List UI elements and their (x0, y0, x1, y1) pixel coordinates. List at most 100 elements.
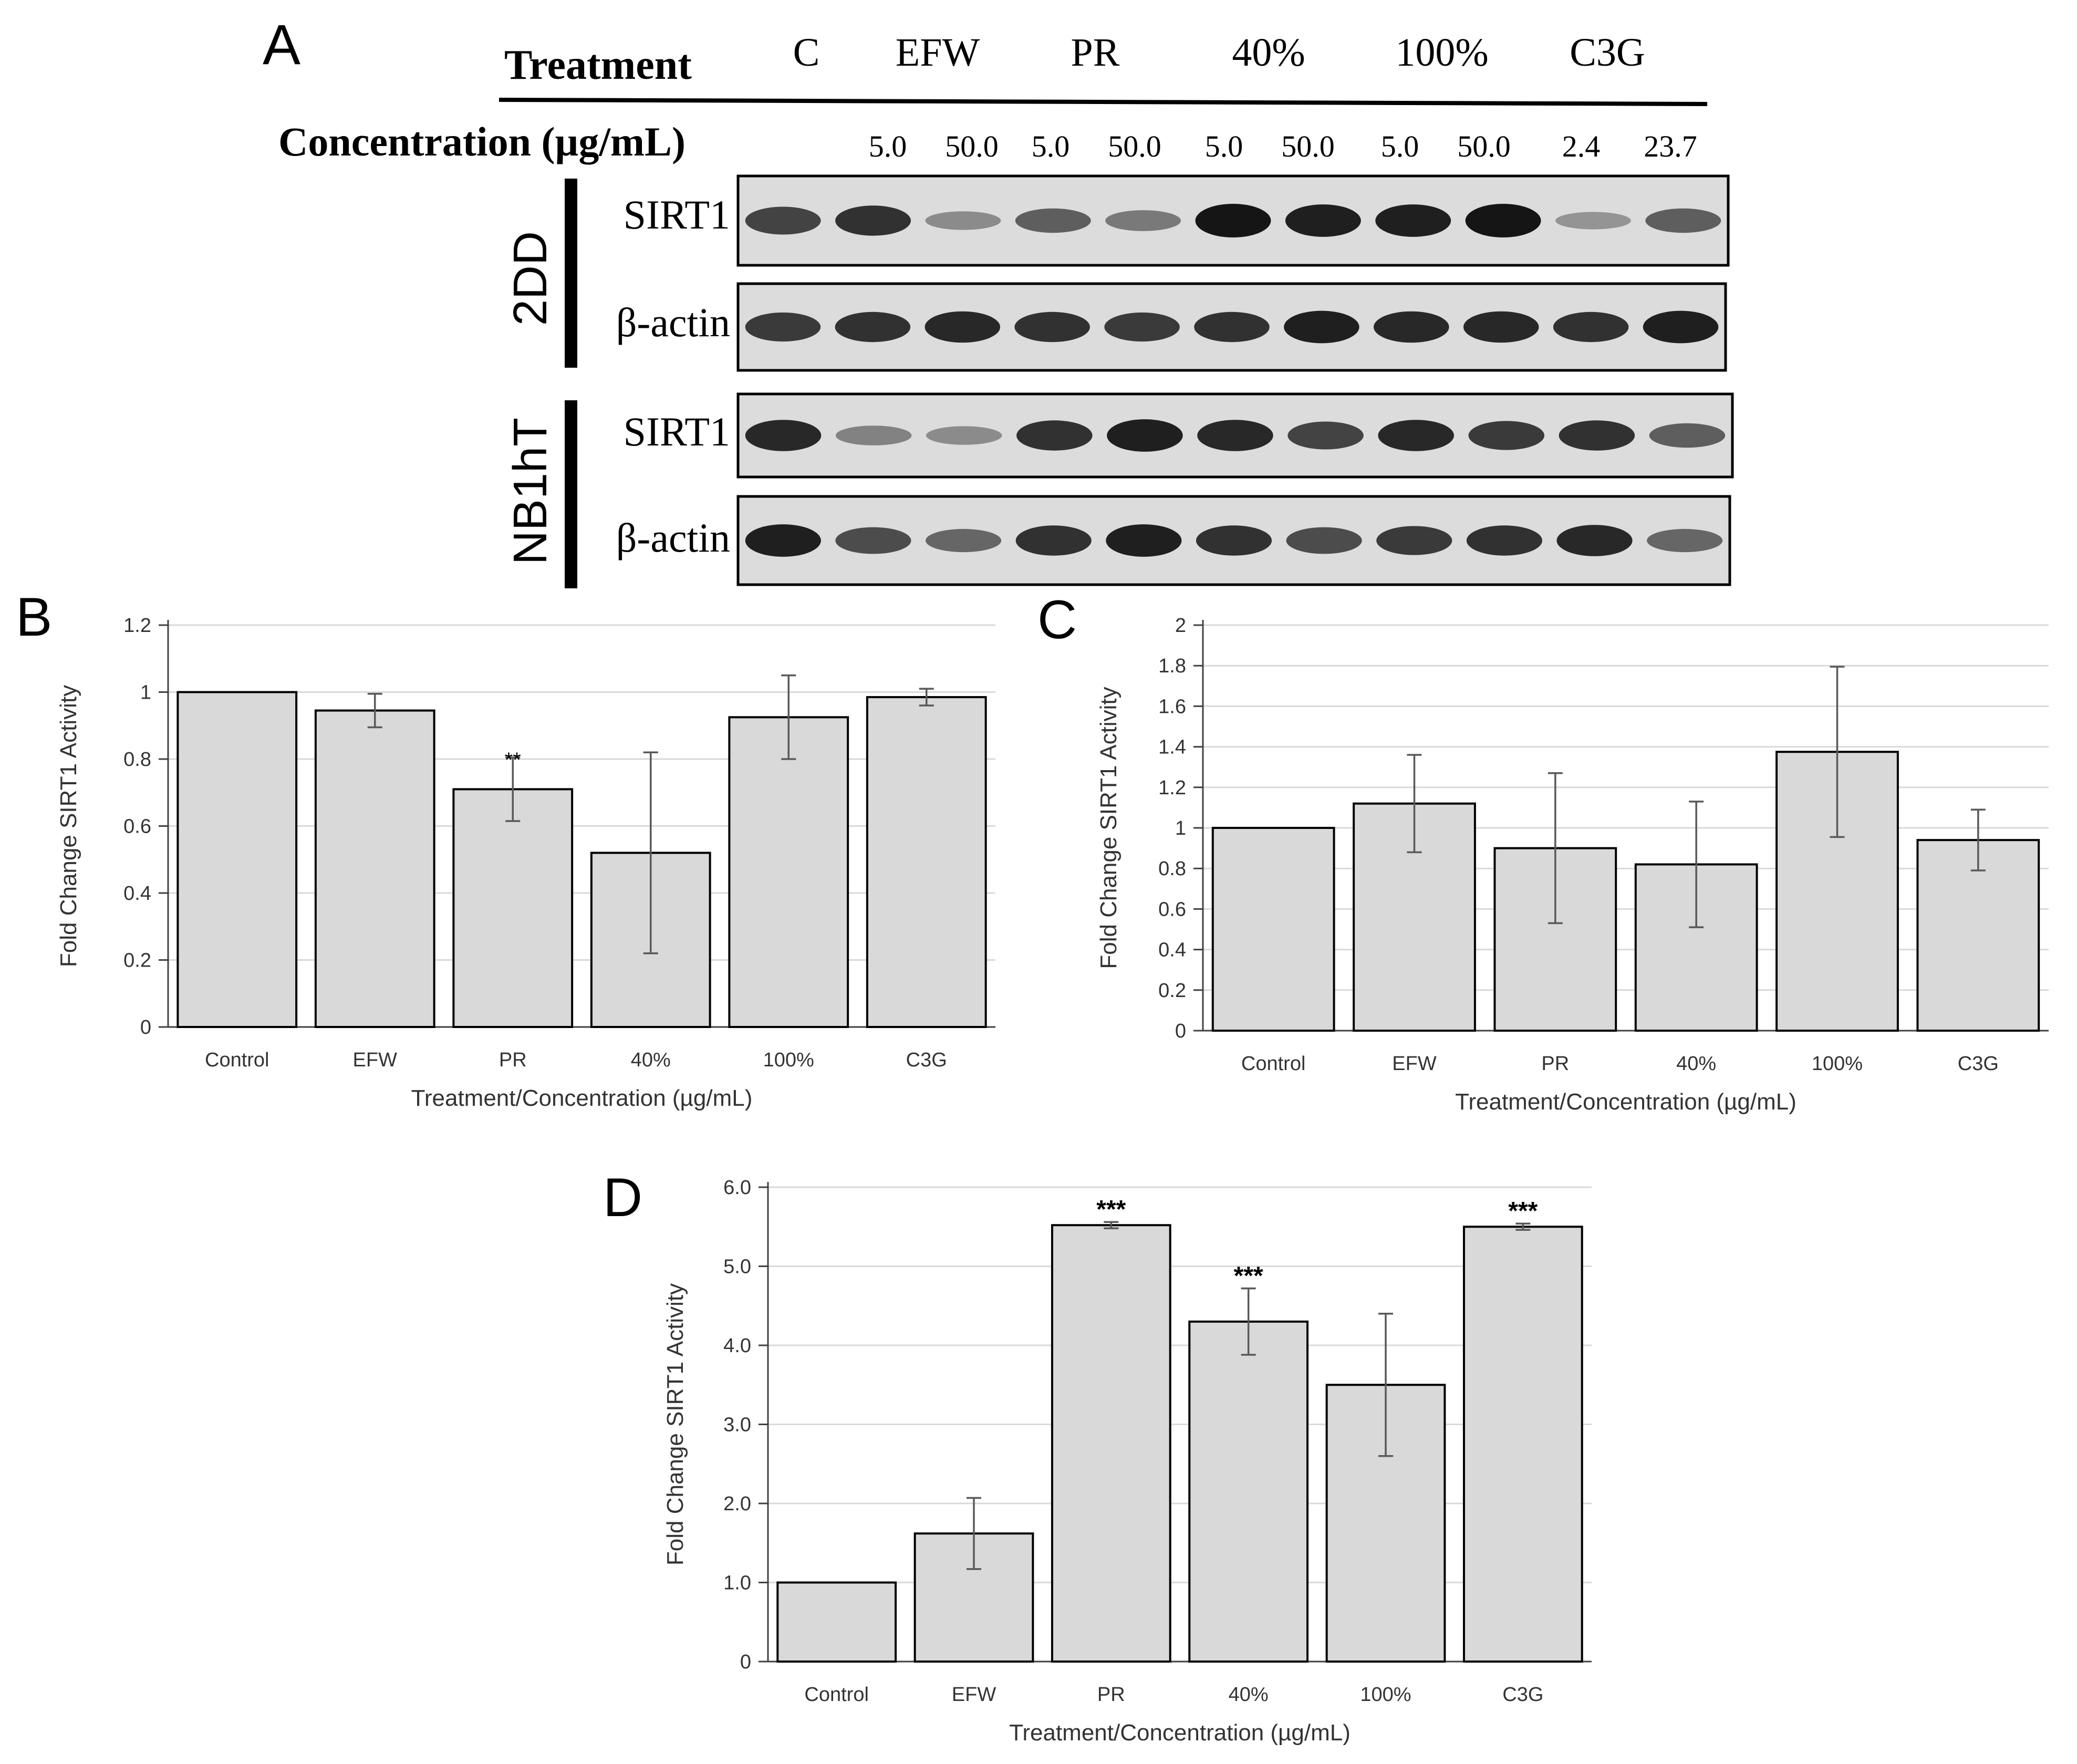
panel-c-chart: C 0 0.2 0.4 0.6 0.8 1 1.2 1.4 1.6 1.8 2 Control EFW PR… (1037, 589, 2049, 1115)
y-tick-label: 0.6 (1158, 898, 1186, 920)
concentration-label: 5.0 (1032, 129, 1070, 163)
x-tick-label: 100% (1812, 1053, 1863, 1075)
bar (314, 709, 435, 1028)
bar (776, 1581, 897, 1663)
y-tick-label: 0 (140, 1016, 151, 1039)
cell-line-bar (565, 179, 577, 368)
y-axis-title: Fold Change SIRT1 Activity (56, 685, 81, 967)
blot-band (1466, 525, 1542, 556)
blot-strips: SIRT1 β-actin SIRT1 β-actin 2DD NB1hT (504, 174, 1734, 588)
blot-row-label: SIRT1 (624, 409, 730, 454)
concentration-label: 5.0 (1381, 129, 1419, 163)
y-axis-title: Fold Change SIRT1 Activity (1096, 687, 1121, 969)
bar (866, 696, 987, 1028)
blot-band (1468, 421, 1545, 450)
bar (728, 716, 849, 1028)
treatment-label: 100% (1395, 30, 1488, 75)
x-tick-label: 40% (1676, 1053, 1716, 1075)
y-tick-label: 1.0 (723, 1572, 751, 1594)
x-tick-label: PR (1541, 1053, 1569, 1075)
concentration-label: 50.0 (1108, 129, 1161, 163)
blot-band (1016, 420, 1093, 451)
y-tick-label: 1.2 (123, 615, 151, 637)
blot-band (1285, 204, 1361, 237)
cell-line-label: 2DD (504, 231, 557, 326)
blot-band (1378, 420, 1454, 451)
western-blot-panel: A Treatment Concentration (µg/mL) C EFW PR… (263, 13, 1734, 588)
y-tick-label: 0 (1175, 1020, 1186, 1042)
significance-label: *** (1234, 1262, 1263, 1290)
y-tick-label: 0.6 (123, 816, 151, 838)
blot-band (925, 211, 1001, 230)
blot-band (1375, 204, 1451, 237)
treatment-label: EFW (896, 30, 980, 75)
blot-strip (736, 174, 1730, 267)
blot-band (835, 527, 911, 554)
y-tick-label: 0.2 (1158, 980, 1186, 1002)
x-axis-title: Treatment/Concentration (µg/mL) (1455, 1089, 1796, 1115)
blot-band (1463, 311, 1539, 343)
blot-band (1197, 420, 1273, 451)
y-tick-label: 0.4 (123, 883, 151, 905)
blot-strip (736, 392, 1734, 479)
y-tick-label: 1 (140, 682, 151, 704)
x-tick-label: C3G (906, 1049, 947, 1071)
bar (1462, 1226, 1583, 1663)
significance-label: ** (505, 749, 521, 772)
blot-band (1014, 312, 1090, 343)
bar (452, 788, 574, 1028)
bar (1916, 839, 2040, 1032)
blot-band (1196, 525, 1272, 556)
blot-band (1107, 419, 1183, 452)
treatment-label: C (793, 30, 820, 75)
blot-band (1553, 312, 1629, 343)
y-tick-label: 1 (1175, 817, 1186, 839)
blot-band (1284, 310, 1359, 344)
x-tick-label: PR (1097, 1684, 1125, 1706)
bar (1211, 827, 1335, 1032)
x-tick-label: Control (205, 1049, 269, 1071)
blot-band (1015, 208, 1091, 233)
treatment-labels: C EFW PR 40% 100% C3G (793, 30, 1645, 75)
concentration-label: 50.0 (945, 129, 999, 163)
blot-band (1104, 312, 1180, 342)
panel-label: D (603, 1167, 642, 1228)
y-tick-label: 1.6 (1158, 696, 1186, 718)
x-tick-label: 40% (1229, 1684, 1269, 1706)
blot-band (1376, 526, 1452, 555)
blot-band (1287, 421, 1364, 450)
x-tick-label: C3G (1958, 1053, 1999, 1075)
blot-band (745, 420, 822, 451)
x-tick-label: C3G (1502, 1684, 1543, 1706)
blot-row-label: SIRT1 (624, 192, 730, 237)
blot-band (1286, 527, 1362, 554)
blot-band (1015, 525, 1092, 556)
blot-band (745, 206, 821, 235)
y-tick-label: 2.0 (723, 1493, 751, 1515)
y-tick-label: 4.0 (723, 1335, 751, 1357)
panel-b-chart: B 0 0.2 0.4 0.6 0.8 1 1.2 Control EFW ** PR 40% 100% C… (16, 587, 995, 1111)
y-tick-label: 0.2 (123, 950, 151, 972)
y-tick-label: 0.8 (1158, 858, 1186, 880)
y-tick-label: 6.0 (723, 1177, 751, 1199)
y-tick-label: 1.2 (1158, 777, 1186, 799)
blot-band (1194, 312, 1270, 343)
y-tick-label: 0.4 (1158, 939, 1186, 961)
blot-band (1556, 525, 1633, 556)
treatment-label: C3G (1570, 30, 1645, 75)
blot-strip (736, 495, 1731, 586)
concentration-title: Concentration (µg/mL) (278, 119, 686, 164)
concentration-label: 50.0 (1281, 129, 1335, 163)
x-tick-label: EFW (952, 1684, 996, 1706)
y-tick-label: 3.0 (723, 1414, 751, 1436)
x-tick-label: 100% (763, 1049, 814, 1071)
panel-a-label: A (263, 13, 300, 76)
blot-band (1195, 204, 1271, 237)
panel-d-chart: D 0 1.0 2.0 3.0 4.0 5.0 6.0 Control EFW *** PR *** 40… (603, 1167, 1592, 1746)
blot-band (1555, 212, 1631, 230)
significance-label: *** (1096, 1196, 1126, 1223)
blot-band (1649, 423, 1726, 448)
blot-band (1465, 204, 1541, 237)
blot-band (1374, 311, 1449, 343)
concentration-label: 5.0 (1205, 129, 1243, 163)
